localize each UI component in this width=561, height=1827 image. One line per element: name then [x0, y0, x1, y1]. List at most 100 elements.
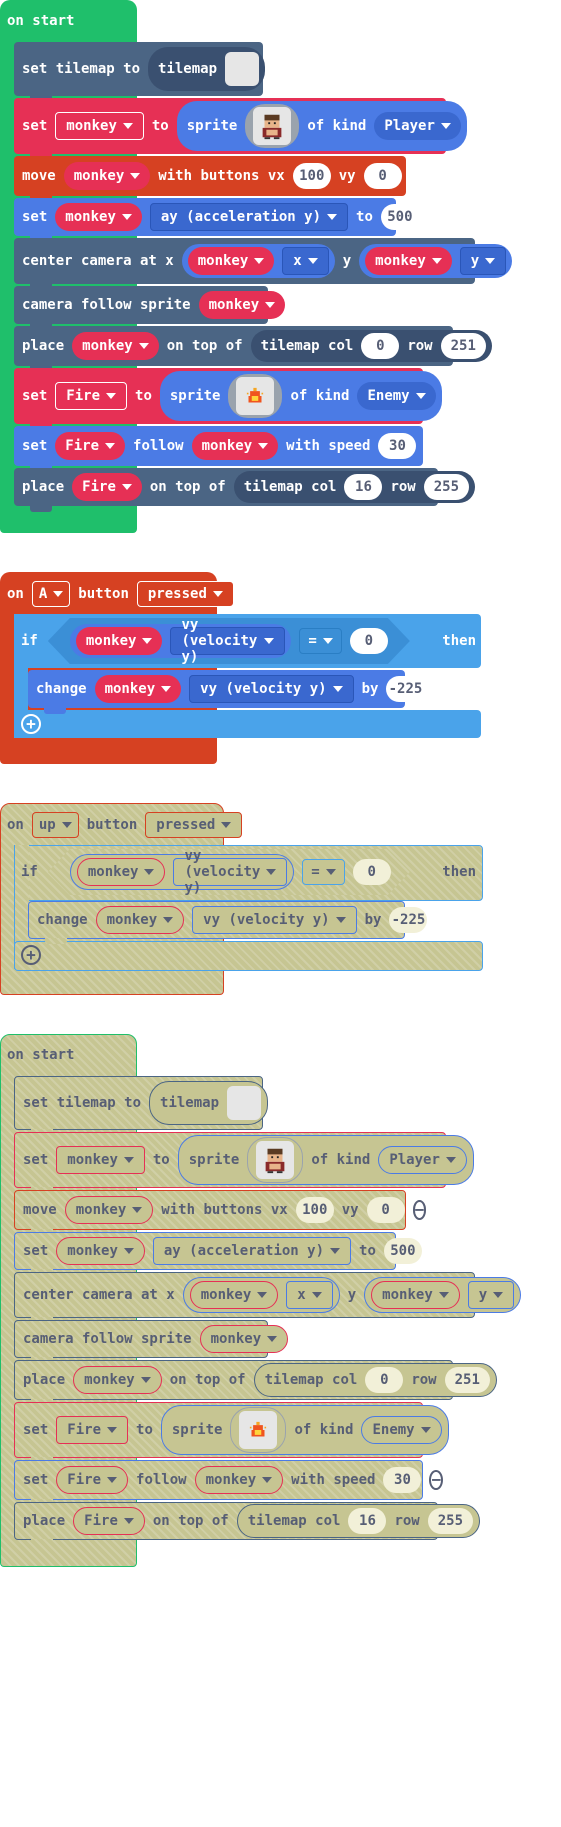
- speed-input[interactable]: 30: [383, 1467, 422, 1493]
- col-input[interactable]: 16: [344, 474, 383, 500]
- button-dropdown[interactable]: A: [31, 581, 71, 607]
- vx-input[interactable]: 100: [295, 1197, 334, 1223]
- monkey-variable-dropdown[interactable]: monkey: [95, 906, 185, 934]
- row-input[interactable]: 251: [440, 333, 486, 359]
- kind-dropdown[interactable]: Player: [378, 1146, 467, 1174]
- place-on-tile-block[interactable]: place Fire on top of tilemap col 16 row …: [14, 468, 476, 512]
- sprite-image-wrap[interactable]: [228, 374, 283, 418]
- change-property-block[interactable]: change monkey vy (velocity y) by -225: [28, 901, 428, 944]
- sprite-image-wrap[interactable]: [245, 104, 300, 148]
- move-with-buttons-block[interactable]: move monkey with buttons vx 100 vy 0 −: [14, 156, 424, 202]
- set-sprite-block[interactable]: set Fire to sprite of kind Enemy: [14, 368, 442, 430]
- follow-block[interactable]: set Fire follow monkey with speed 30 −: [14, 426, 439, 472]
- property-dropdown[interactable]: vy (velocity y): [170, 627, 285, 655]
- property-dropdown[interactable]: vy (velocity y): [173, 858, 287, 886]
- tilemap-image-icon[interactable]: [227, 1086, 262, 1120]
- center-camera-block[interactable]: center camera at x monkey x y monkey y: [14, 238, 513, 290]
- kind-dropdown[interactable]: Enemy: [357, 382, 436, 410]
- vy-input[interactable]: 0: [363, 163, 402, 189]
- tilemap-col-reporter[interactable]: tilemap col 0 row 251: [250, 330, 492, 362]
- set-sprite-block[interactable]: set monkey to sprite of kind Player: [14, 98, 467, 160]
- button-dropdown[interactable]: up: [31, 812, 79, 838]
- col-input[interactable]: 0: [361, 333, 400, 359]
- speed-input[interactable]: 30: [378, 433, 417, 459]
- tilemap-col-reporter[interactable]: tilemap col 16 row 255: [236, 1504, 481, 1538]
- fire-variable-dropdown[interactable]: Fire: [55, 432, 126, 460]
- monkey-variable-dropdown[interactable]: monkey: [194, 1466, 284, 1494]
- follow-block[interactable]: set Fire follow monkey with speed 30 −: [14, 1460, 444, 1505]
- monkey-variable-dropdown[interactable]: monkey: [365, 247, 452, 275]
- property-dropdown[interactable]: ay (acceleration y): [152, 1237, 352, 1265]
- monkey-variable-dropdown[interactable]: monkey: [55, 203, 142, 231]
- set-tilemap-block[interactable]: set tilemap to tilemap: [14, 1076, 269, 1135]
- monkey-variable-dropdown[interactable]: monkey: [94, 675, 182, 703]
- ay-value-input[interactable]: 500: [380, 204, 419, 230]
- compare-condition[interactable]: monkey vy (velocity y) = 0: [48, 618, 410, 664]
- vy-input[interactable]: 0: [366, 1197, 405, 1223]
- monkey-variable-dropdown[interactable]: monkey: [56, 1237, 145, 1265]
- monkey-variable-dropdown[interactable]: monkey: [371, 1281, 460, 1309]
- x-property-reporter[interactable]: monkey x: [182, 1277, 340, 1313]
- event-dropdown[interactable]: pressed: [136, 581, 234, 607]
- move-with-buttons-block[interactable]: move monkey with buttons vx 100 vy 0 −: [14, 1190, 427, 1235]
- fire-sprite-icon[interactable]: [236, 377, 275, 415]
- monkey-variable-dropdown[interactable]: monkey: [77, 858, 166, 886]
- minus-circle-icon[interactable]: −: [409, 166, 424, 186]
- monkey-variable-dropdown[interactable]: monkey: [72, 332, 159, 360]
- property-dropdown[interactable]: vy (velocity y): [189, 675, 354, 703]
- fire-variable-dropdown[interactable]: Fire: [72, 473, 142, 501]
- minus-circle-icon[interactable]: −: [412, 1200, 427, 1220]
- minus-circle-icon[interactable]: −: [424, 436, 439, 456]
- row-input[interactable]: 255: [423, 474, 470, 500]
- if-block-bottom[interactable]: [14, 941, 483, 971]
- vy-property-reporter[interactable]: monkey vy (velocity y): [70, 854, 294, 890]
- kind-dropdown[interactable]: Enemy: [361, 1416, 442, 1444]
- col-input[interactable]: 0: [365, 1367, 404, 1393]
- sprite-create-reporter[interactable]: sprite of kind Enemy: [159, 371, 442, 421]
- compare-value-input[interactable]: 0: [350, 628, 388, 654]
- set-sprite-block[interactable]: set monkey to sprite of kind Player: [14, 1132, 474, 1193]
- sprite-image-wrap[interactable]: [247, 1137, 304, 1183]
- monkey-variable-dropdown[interactable]: monkey: [199, 1325, 289, 1353]
- property-dropdown[interactable]: ay (acceleration y): [149, 203, 349, 231]
- set-sprite-property-block[interactable]: set monkey ay (acceleration y) to 500: [14, 1232, 422, 1275]
- x-property-reporter[interactable]: monkey x: [181, 244, 335, 278]
- tilemap-reporter[interactable]: tilemap: [149, 1081, 269, 1125]
- place-on-tile-block[interactable]: place monkey on top of tilemap col 0 row…: [14, 326, 492, 372]
- property-dropdown[interactable]: y: [459, 247, 507, 275]
- vy-property-reporter[interactable]: monkey vy (velocity y): [70, 624, 292, 658]
- fire-variable-dropdown[interactable]: Fire: [56, 1466, 129, 1494]
- camera-follow-block[interactable]: camera follow sprite monkey: [14, 1320, 289, 1363]
- property-dropdown[interactable]: x: [282, 247, 329, 275]
- monkey-variable-dropdown[interactable]: monkey: [56, 1146, 145, 1174]
- tilemap-reporter[interactable]: tilemap: [148, 47, 266, 91]
- sprite-image-wrap[interactable]: [230, 1407, 287, 1453]
- change-property-block[interactable]: change monkey vy (velocity y) by -225: [28, 670, 425, 714]
- fire-sprite-icon[interactable]: [239, 1411, 278, 1449]
- monkey-variable-dropdown[interactable]: monkey: [63, 162, 151, 190]
- monkey-variable-dropdown[interactable]: monkey: [198, 291, 286, 319]
- row-input[interactable]: 251: [444, 1367, 490, 1393]
- compare-value-input[interactable]: 0: [353, 859, 391, 885]
- camera-follow-block[interactable]: camera follow sprite monkey: [14, 286, 286, 330]
- place-on-tile-block[interactable]: place monkey on top of tilemap col 0 row…: [14, 1360, 497, 1405]
- place-on-tile-block[interactable]: place Fire on top of tilemap col 16 row …: [14, 1502, 481, 1545]
- col-input[interactable]: 16: [348, 1508, 387, 1534]
- minus-circle-icon[interactable]: −: [429, 1470, 444, 1490]
- monkey-variable-dropdown[interactable]: monkey: [55, 112, 144, 140]
- monkey-variable-dropdown[interactable]: monkey: [73, 1366, 162, 1394]
- set-tilemap-block[interactable]: set tilemap to tilemap: [14, 42, 266, 102]
- operator-dropdown[interactable]: =: [302, 859, 344, 885]
- center-camera-block[interactable]: center camera at x monkey x y monkey y: [14, 1272, 522, 1323]
- monkey-variable-dropdown[interactable]: monkey: [187, 247, 275, 275]
- fire-variable-dropdown[interactable]: Fire: [56, 1416, 129, 1444]
- sprite-create-reporter[interactable]: sprite of kind Player: [176, 101, 467, 151]
- plus-circle-icon[interactable]: +: [21, 945, 41, 965]
- monkey-variable-dropdown[interactable]: monkey: [189, 1281, 279, 1309]
- row-input[interactable]: 255: [427, 1508, 474, 1534]
- property-dropdown[interactable]: x: [286, 1281, 333, 1309]
- event-dropdown[interactable]: pressed: [145, 812, 243, 838]
- y-property-reporter[interactable]: monkey y: [364, 1277, 522, 1313]
- tilemap-col-reporter[interactable]: tilemap col 0 row 251: [253, 1363, 497, 1397]
- vx-input[interactable]: 100: [292, 163, 331, 189]
